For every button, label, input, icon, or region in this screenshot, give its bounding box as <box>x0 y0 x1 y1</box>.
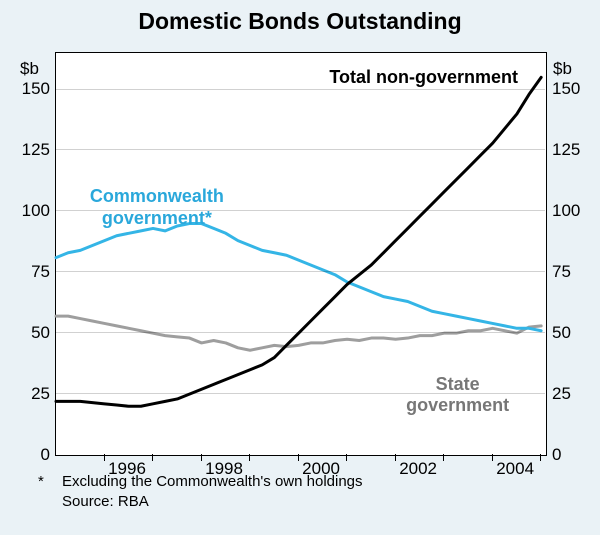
y-tick-label-right: 75 <box>552 262 571 282</box>
y-gridline <box>55 149 545 150</box>
y-tick-label-left: 75 <box>5 262 50 282</box>
y-tick-label-left: 125 <box>5 140 50 160</box>
y-gridline <box>55 89 545 90</box>
y-gridline <box>55 271 545 272</box>
y-tick-label-right: 100 <box>552 201 580 221</box>
y-tick-label-left: 0 <box>5 445 50 465</box>
footnote-star: * <box>38 472 44 492</box>
y-tick-label-right: 125 <box>552 140 580 160</box>
y-axis-unit-right: $b <box>553 59 572 79</box>
x-tick-label: 2002 <box>388 459 448 479</box>
y-tick-label-right: 0 <box>552 445 561 465</box>
y-tick-label-left: 50 <box>5 323 50 343</box>
footnote-text: Excluding the Commonwealth's own holding… <box>62 472 363 492</box>
y-tick-label-right: 50 <box>552 323 571 343</box>
y-tick-label-left: 150 <box>5 79 50 99</box>
annotation-state_government: Stategovernment <box>338 374 578 417</box>
annotation-commonwealth_government: Commonwealthgovernment* <box>37 186 277 229</box>
y-tick-label-left: 25 <box>5 384 50 404</box>
x-tick-label: 2004 <box>485 459 545 479</box>
footnote-source: Source: RBA <box>62 492 149 512</box>
y-axis-unit-left: $b <box>20 59 39 79</box>
series-commonwealth_government <box>56 224 541 331</box>
chart-title: Domestic Bonds Outstanding <box>0 8 600 35</box>
series-total_non_government <box>56 77 541 406</box>
y-tick-label-right: 150 <box>552 79 580 99</box>
chart-frame: Domestic Bonds Outstanding $b $b 0025255… <box>0 0 600 535</box>
annotation-total_non_government: Total non-government <box>304 67 544 89</box>
y-gridline <box>55 332 545 333</box>
